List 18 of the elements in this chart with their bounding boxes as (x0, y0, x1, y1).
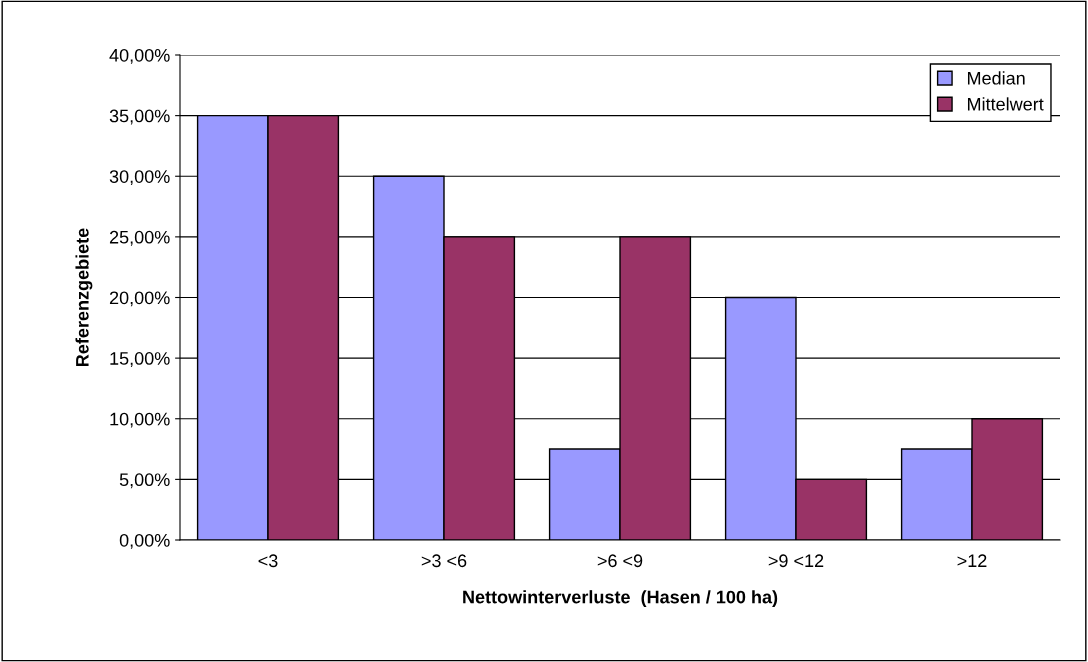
y-tick-label: 40,00% (109, 48, 170, 64)
y-axis-title: Referenzgebiete (75, 228, 93, 367)
legend-label: Median (967, 71, 1025, 85)
y-tick-label: 0,00% (119, 533, 170, 549)
legend-label: Mittelwert (967, 97, 1044, 111)
y-tick-label: 10,00% (110, 412, 170, 428)
x-tick-label: >9 <12 (768, 554, 824, 568)
y-tick-label: 25,00% (109, 230, 170, 246)
y-tick-label: 5,00% (119, 473, 170, 489)
x-axis-title: Nettowinterverluste (Hasen / 100 ha) (463, 590, 778, 607)
y-tick-label: 15,00% (110, 352, 170, 367)
y-tick-label: 30,00% (109, 170, 170, 186)
x-tick-label: <3 (258, 554, 278, 568)
x-tick-label: >6 <9 (597, 554, 643, 568)
x-tick-label: >3 <6 (421, 554, 467, 568)
x-tick-label: >12 (957, 554, 987, 567)
y-tick-label: 20,00% (109, 291, 170, 307)
y-tick-label: 35,00% (109, 109, 170, 125)
